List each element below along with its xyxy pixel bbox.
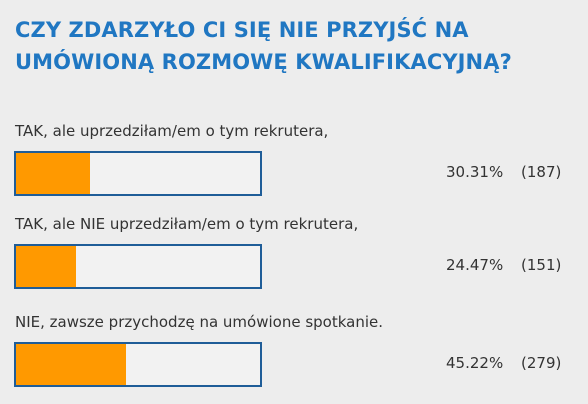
- poll-option-count: (279): [521, 354, 562, 372]
- poll-option-percent: 45.22%: [446, 354, 504, 372]
- poll-option-count: (151): [521, 256, 562, 274]
- poll-option-percent: 24.47%: [446, 256, 504, 274]
- poll-question: CZY ZDARZYŁO CI SIĘ NIE PRZYJŚĆ NA UMÓWI…: [15, 18, 512, 74]
- poll-option-bar-fill: [16, 344, 127, 385]
- poll-option-label: TAK, ale uprzedziłam/em o tym rekrutera,: [15, 122, 329, 140]
- poll-option-percent: 30.31%: [446, 163, 504, 181]
- poll-option-bar-fill: [16, 246, 76, 287]
- poll-option-bar[interactable]: [14, 244, 262, 289]
- poll-option-bar-fill: [16, 153, 90, 194]
- poll-option-label: TAK, ale NIE uprzedziłam/em o tym rekrut…: [15, 215, 359, 233]
- poll-option-label: NIE, zawsze przychodzę na umówione spotk…: [15, 313, 383, 331]
- poll-option-count: (187): [521, 163, 562, 181]
- poll-option-bar[interactable]: [14, 342, 262, 387]
- poll-option-bar[interactable]: [14, 151, 262, 196]
